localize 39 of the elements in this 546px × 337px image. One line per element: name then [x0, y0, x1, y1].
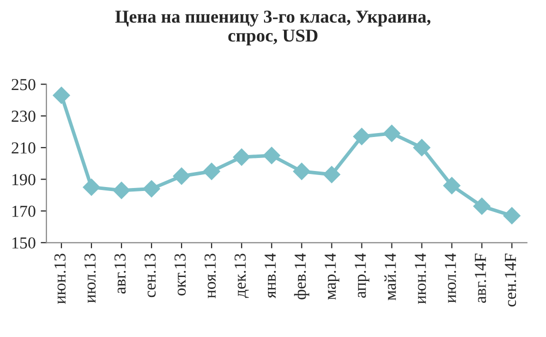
point [142, 180, 160, 198]
x-tick-label: июл.14 [444, 253, 456, 303]
point [383, 124, 400, 142]
point [473, 198, 490, 215]
y-tick-label: 230 [12, 110, 36, 122]
y-tick-label: 170 [12, 206, 36, 217]
x-tick-label: июн.14 [414, 253, 426, 304]
y-tick-label: 210 [12, 142, 36, 154]
x-tick-label: апр.14 [354, 253, 370, 298]
y-tick-label: 250 [12, 78, 36, 90]
point [443, 177, 460, 194]
point [353, 128, 370, 146]
x-tick-label: авг.13 [114, 254, 126, 294]
x-tick-label: янв.14 [264, 253, 276, 298]
x-tick-label: сен.13 [144, 254, 156, 298]
point [323, 166, 340, 184]
point [82, 178, 100, 196]
x-tick-label: дек.13 [234, 254, 249, 298]
point [172, 168, 190, 185]
x-tick-label: май.14 [384, 253, 396, 300]
x-tick-label: ноя.13 [204, 254, 216, 298]
x-tick-label: сен.14F [504, 254, 516, 306]
point [293, 162, 310, 180]
x-tick-label: окт.13 [174, 254, 186, 296]
x-tick-label: июн.13 [54, 254, 66, 304]
y-tick-label: 150 [12, 237, 36, 249]
x-tick-label: мар.14 [324, 253, 340, 300]
x-tick-label: фев.14 [294, 253, 310, 300]
point [203, 162, 220, 180]
x-tick-label: авг.14F [474, 254, 486, 303]
point [112, 182, 130, 199]
point [503, 207, 520, 224]
point [233, 148, 250, 166]
point [413, 139, 430, 156]
x-tick-label: июл.13 [84, 254, 96, 303]
point [52, 86, 70, 104]
point [263, 146, 280, 164]
y-tick-label: 190 [12, 174, 36, 186]
chart-title: Цена на пшеницу 3-го класа, Украина, спрос, USD [115, 10, 430, 46]
